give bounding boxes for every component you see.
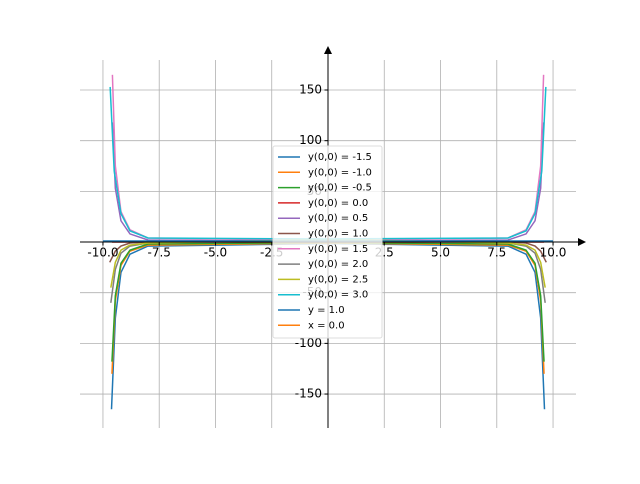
legend-label: y(0,0) = 1.5 — [308, 244, 368, 255]
legend-label: y(0,0) = 3.0 — [308, 290, 368, 301]
y-tick-label: -150 — [295, 387, 322, 401]
y-tick-label: 100 — [299, 133, 322, 147]
y-tick-label: 150 — [299, 82, 322, 96]
legend-label: x = 0.0 — [308, 320, 345, 331]
legend-label: y(0,0) = 2.0 — [308, 259, 368, 270]
legend-label: y(0,0) = 0.0 — [308, 198, 368, 209]
x-axis-arrow — [578, 238, 586, 246]
x-tick-label: -5.0 — [204, 246, 227, 260]
x-tick-label: 5.0 — [431, 246, 450, 260]
legend-label: y(0,0) = 2.5 — [308, 274, 368, 285]
x-tick-label: 7.5 — [487, 246, 506, 260]
legend-label: y(0,0) = 0.5 — [308, 213, 368, 224]
legend-label: y(0,0) = -0.5 — [308, 183, 372, 194]
legend: y(0,0) = -1.5 y(0,0) = -1.0 y(0,0) = -0.5 y… — [272, 145, 383, 339]
x-tick-label: -10.0 — [87, 246, 118, 260]
y-axis-arrow — [324, 46, 332, 54]
y-tick-label: -100 — [295, 336, 322, 350]
legend-label: y(0,0) = -1.5 — [308, 152, 372, 163]
x-tick-label: -7.5 — [148, 246, 171, 260]
x-tick-label: 10.0 — [540, 246, 567, 260]
legend-label: y = 1.0 — [308, 305, 345, 316]
legend-label: y(0,0) = -1.0 — [308, 167, 372, 178]
legend-label: y(0,0) = 1.0 — [308, 229, 368, 240]
legend-box — [272, 145, 383, 339]
